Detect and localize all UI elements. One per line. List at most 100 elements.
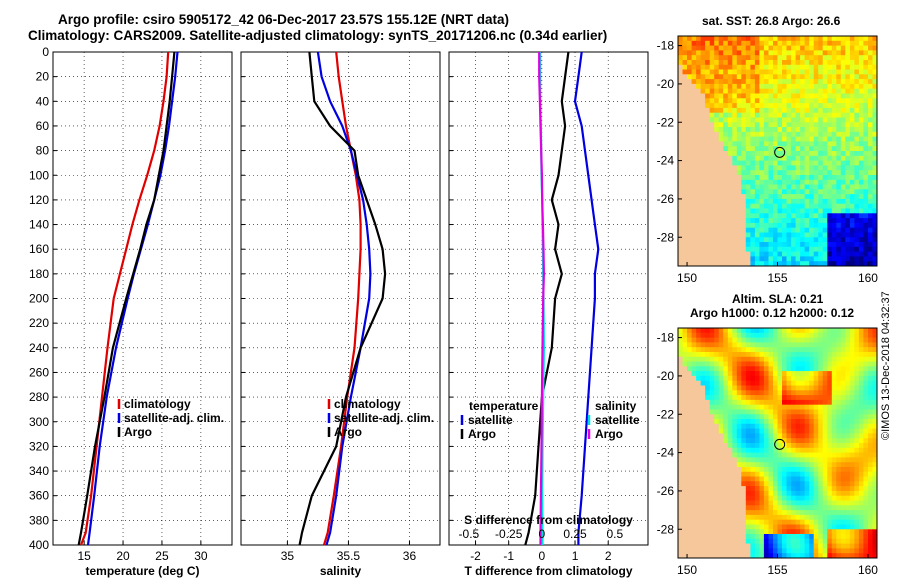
depth-tick-label: 20 [36, 70, 50, 84]
sst-map-cell [804, 222, 810, 229]
sst-map-cell [678, 246, 683, 253]
sla-map-cell [791, 534, 797, 540]
sst-map-cell [840, 237, 846, 243]
sla-map-cell [736, 414, 742, 420]
sla-map-cell [800, 409, 806, 415]
sla-map-cell [691, 419, 697, 425]
sst-map-cell [840, 175, 846, 181]
sst-map-cell [691, 256, 697, 262]
sst-map-cell [836, 184, 842, 190]
sla-map-cell [691, 404, 697, 410]
sla-map-cell [800, 452, 806, 458]
sla-map-cell [831, 529, 837, 535]
sla-map-cell [768, 534, 774, 540]
sst-map-cell [678, 103, 683, 109]
sst-map-cell [736, 60, 742, 66]
sst-map-cell [754, 160, 760, 166]
sla-map-cell [709, 543, 715, 549]
sla-map-cell [732, 534, 738, 540]
sla-map-cell [750, 328, 756, 334]
sst-map-cell [709, 256, 715, 262]
sla-map-cell [786, 457, 792, 463]
sla-map-cell [818, 390, 824, 396]
sla-map-cell [795, 395, 801, 401]
sla-map-cell [736, 428, 742, 434]
sla-map-cell [809, 490, 815, 497]
sla-map-cell [678, 510, 683, 516]
sla-map-cell [845, 476, 851, 482]
sst-map-cell [714, 88, 720, 94]
sla-map-cell [813, 500, 819, 506]
sla-map-cell [849, 524, 855, 530]
sla-map-cell [822, 471, 828, 478]
sla-map-cell [727, 476, 733, 482]
sla-map-cell [709, 471, 715, 478]
sst-map-cell [854, 227, 860, 233]
sla-map-cell [754, 519, 760, 525]
sla-map-cell [682, 471, 688, 478]
sla-map-cell [714, 399, 720, 406]
sst-map-cell [727, 88, 733, 94]
sla-map-cell [827, 361, 833, 367]
sst-map-cell [745, 83, 751, 90]
sla-map-cell [741, 447, 747, 454]
sst-map-cell [768, 222, 774, 229]
sst-map-cell [795, 222, 801, 229]
sst-map-cell [845, 45, 851, 51]
sst-map-cell [822, 203, 828, 209]
sla-map-cell [804, 332, 810, 339]
sst-map-cell [845, 107, 851, 114]
sla-map-cell [809, 409, 815, 415]
sst-map-cell [786, 261, 792, 267]
depth-tick-label: 120 [29, 193, 49, 207]
sst-map-cell [868, 155, 873, 162]
sst-map-cell [736, 83, 742, 90]
sst-map-cell [845, 160, 851, 166]
sst-map-cell [682, 213, 688, 219]
sla-map-cell [741, 519, 747, 525]
sla-map-cell [791, 337, 797, 343]
sla-map-cell [736, 495, 742, 501]
sla-map-cell [696, 452, 702, 458]
sla-map-cell [827, 423, 833, 430]
sla-map-cell [813, 553, 819, 559]
sla-map-cell [718, 529, 724, 535]
sst-map-cell [736, 88, 742, 94]
sst-map-cell [813, 213, 819, 219]
sla-map-cell [745, 443, 751, 449]
sla-map-cell [773, 399, 778, 406]
sst-map-cell [863, 50, 869, 56]
sst-map-cell [687, 131, 692, 138]
sst-map-cell [714, 160, 720, 166]
sla-map-cell [804, 342, 810, 348]
sst-map-cell [732, 237, 738, 243]
sst-map-cell [782, 256, 787, 262]
sla-map-cell [696, 380, 702, 386]
sla-map-cell [845, 457, 851, 463]
sla-map-cell [840, 486, 846, 492]
sla-map-cell [854, 481, 860, 487]
sst-map-cell [795, 208, 801, 214]
sla-map-ytick-label: -26 [657, 484, 675, 498]
sla-map-cell [768, 395, 774, 401]
sst-map-cell [831, 141, 837, 147]
sst-map-cell [854, 112, 860, 118]
sla-map-cell [872, 438, 878, 444]
sst-map-cell [741, 45, 747, 51]
sla-map-cell [745, 356, 751, 363]
sst-map-cell [696, 50, 702, 56]
sla-map-xtick-label: 155 [767, 563, 787, 577]
sla-map-cell [768, 399, 774, 406]
sst-map-cell [791, 107, 797, 114]
sst-map-cell [723, 136, 729, 142]
sla-map-cell [813, 486, 819, 492]
sst-map-cell [700, 79, 706, 85]
sst-map-cell [800, 45, 806, 51]
sst-map-cell [718, 83, 724, 90]
sla-map-cell [804, 409, 810, 415]
sla-map-cell [791, 519, 797, 525]
sst-map-cell [759, 222, 765, 229]
sst-map-cell [763, 79, 769, 85]
sla-map-cell [858, 347, 864, 353]
sla-map-cell [718, 423, 724, 430]
